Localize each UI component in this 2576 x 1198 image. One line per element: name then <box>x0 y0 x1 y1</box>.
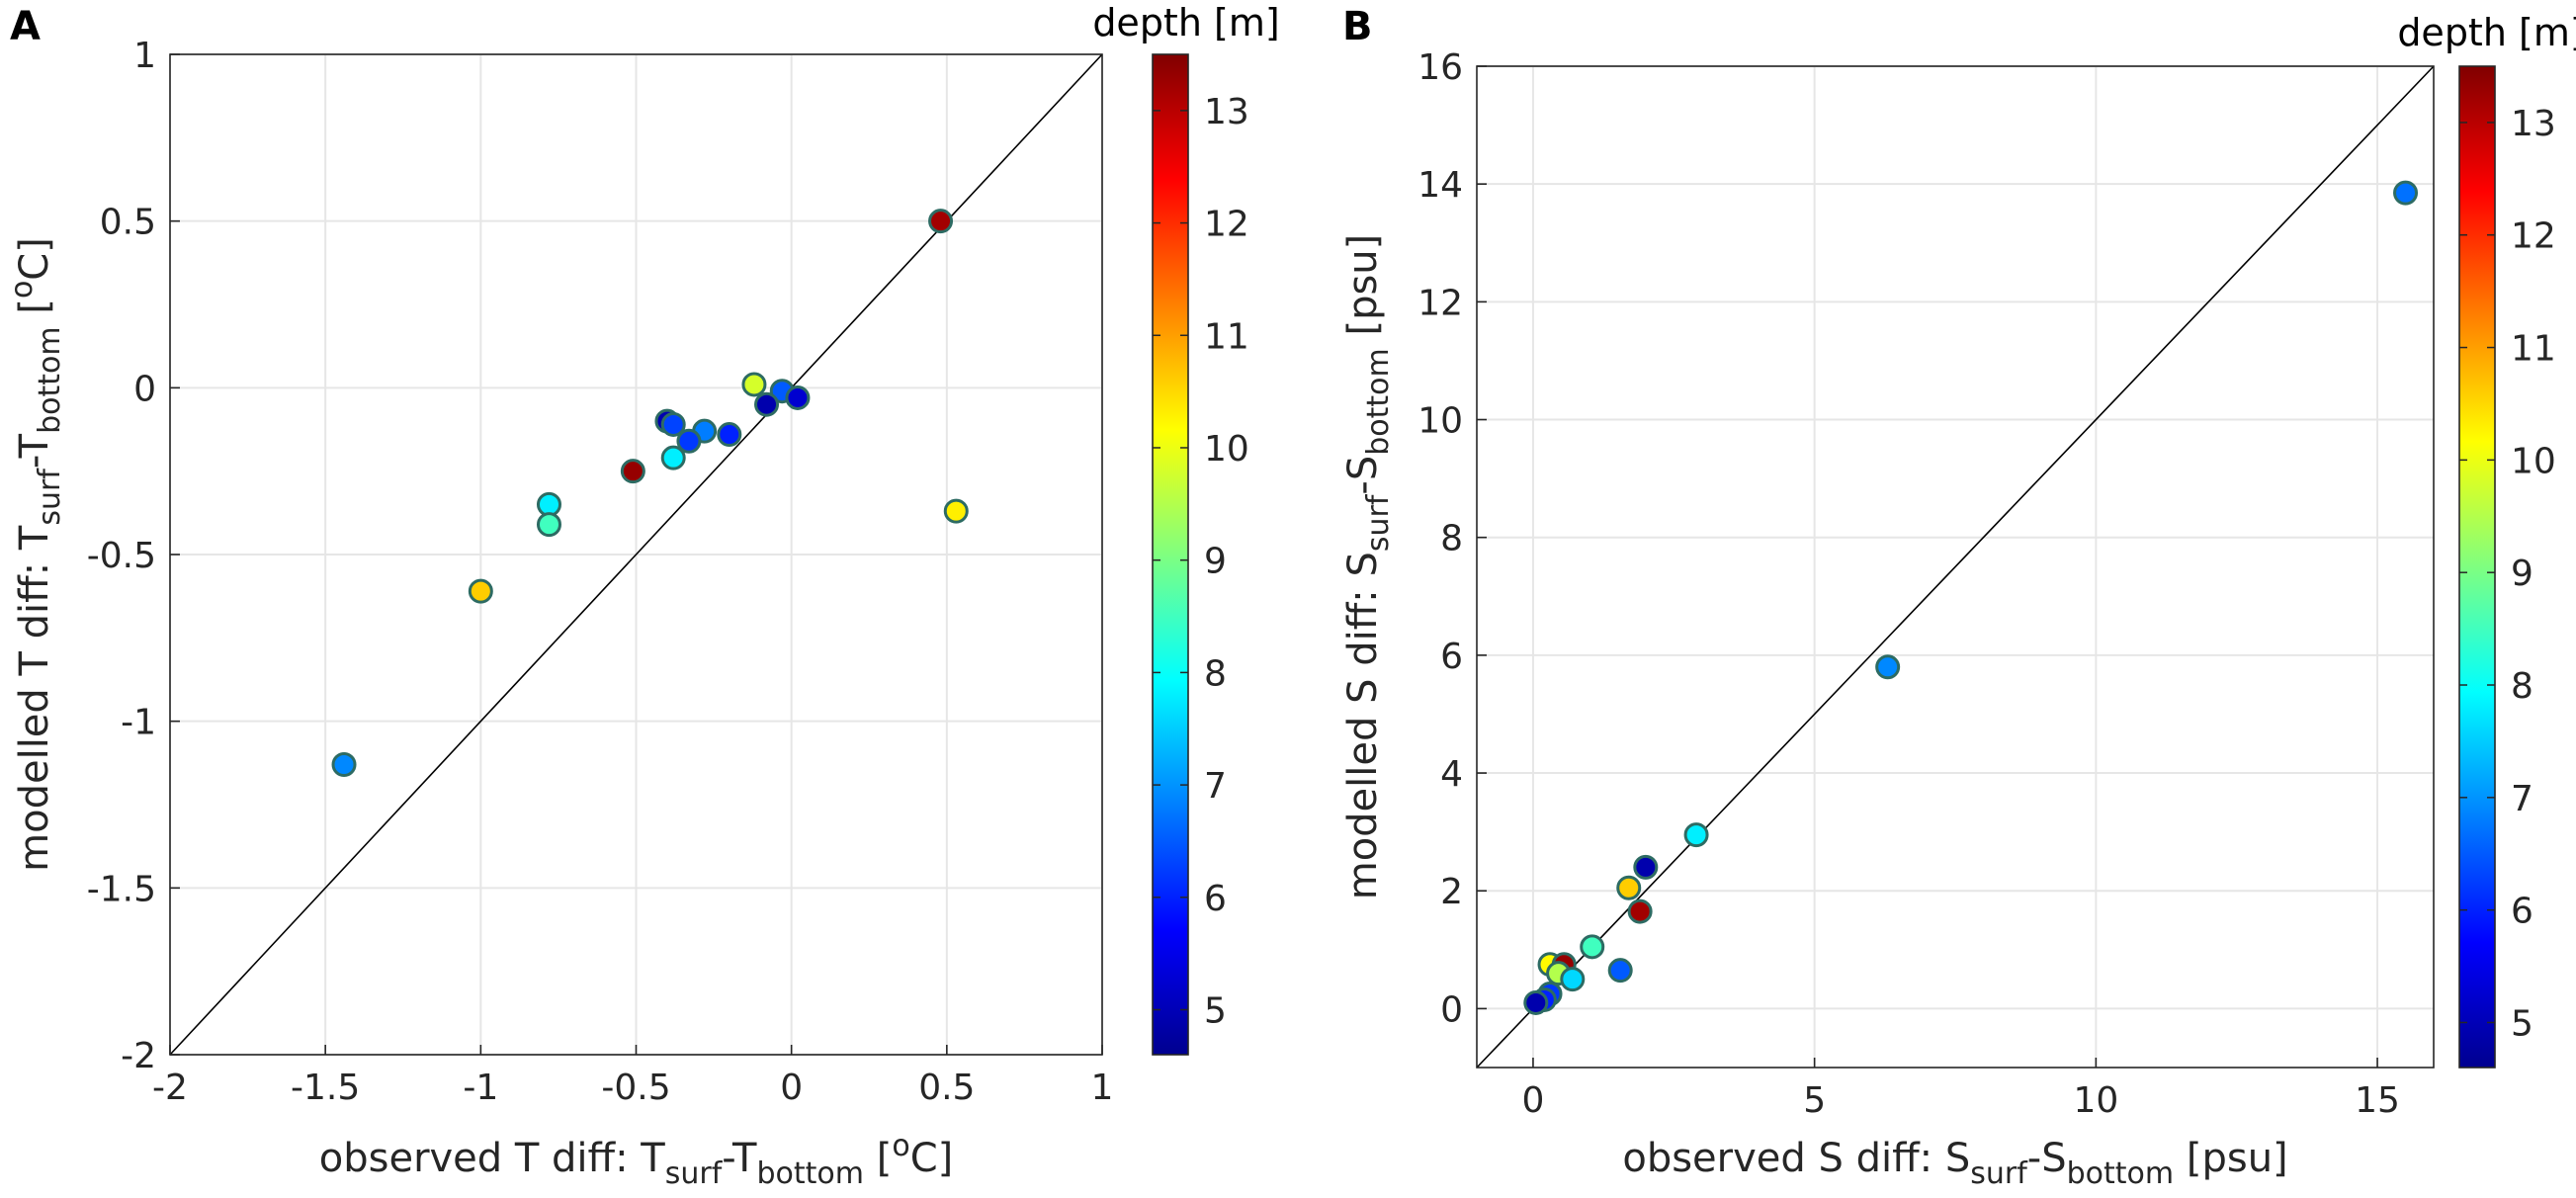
colorbar-tick-label: 11 <box>1204 316 1249 357</box>
y-axis-label: modelled S diff: Ssurf-Sbottom [psu] <box>1340 234 1396 900</box>
data-point <box>676 428 702 454</box>
y-tick-label: -0.5 <box>87 536 156 576</box>
data-point <box>1683 822 1709 848</box>
panel-b: B 0 5 10 15 0 2 4 6 8 10 12 14 16 observed S diff: Ssu… <box>1340 4 2576 1191</box>
y-tick-label: 4 <box>1440 754 1463 795</box>
x-tick-label: 0.5 <box>918 1068 975 1108</box>
y-tick-label: 16 <box>1417 47 1463 88</box>
y-tick-label: 0 <box>1440 989 1463 1030</box>
y-tick-label: -1.5 <box>87 869 156 909</box>
colorbar-tick-label: 6 <box>2511 892 2533 932</box>
x-tick-label: 0 <box>780 1068 803 1108</box>
colorbar-title: depth [m] <box>2397 11 2576 54</box>
data-point <box>2393 180 2419 206</box>
colorbar-title: depth [m] <box>1092 1 1279 44</box>
y-tick-label: 12 <box>1417 283 1463 323</box>
colorbar-tick-label: 9 <box>1204 542 1227 582</box>
data-point <box>1560 967 1586 992</box>
data-point <box>536 512 561 538</box>
data-point <box>928 209 954 234</box>
x-tick-label: 15 <box>2355 1080 2400 1121</box>
data-point <box>536 491 561 517</box>
y-tick-label: 2 <box>1440 872 1463 912</box>
data-point <box>331 752 357 778</box>
colorbar-tick-label: 12 <box>1204 205 1249 245</box>
colorbar-tick-label: 9 <box>2511 554 2533 594</box>
data-point <box>660 445 686 471</box>
data-point <box>468 578 493 604</box>
colorbar-tick-label: 11 <box>2511 329 2556 370</box>
panel-a: A -2 -1.5 -1 -0.5 0 0.5 1 -2 -1.5 -1 -0.5 0 0.5 1 obser… <box>5 1 1280 1191</box>
y-tick-label: 6 <box>1440 637 1463 677</box>
y-tick-label: 8 <box>1440 519 1463 559</box>
data-point <box>1580 934 1605 960</box>
data-point <box>1633 854 1659 880</box>
x-tick-label: 10 <box>2073 1080 2118 1121</box>
x-axis-label: observed S diff: Ssurf-Sbottom [psu] <box>1622 1136 2287 1191</box>
y-tick-label: -2 <box>121 1036 156 1076</box>
colorbar-tick-label: 6 <box>1204 879 1227 919</box>
y-tick-label: 10 <box>1417 401 1463 442</box>
colorbar-tick-label: 13 <box>1204 92 1249 132</box>
colorbar-tick-label: 5 <box>2511 1003 2533 1044</box>
colorbar-tick-label: 8 <box>2511 666 2533 707</box>
data-point <box>717 422 742 448</box>
x-tick-label: -2 <box>152 1068 188 1108</box>
x-tick-label: 0 <box>1521 1080 1544 1121</box>
data-point <box>741 372 767 397</box>
x-axis-label: observed T diff: Tsurf-Tbottom [oC] <box>319 1129 953 1191</box>
data-point <box>943 498 969 524</box>
panel-letter: B <box>1342 4 1373 49</box>
y-tick-label: -1 <box>121 703 156 743</box>
x-tick-label: -1 <box>463 1068 498 1108</box>
data-point <box>785 385 811 410</box>
data-point <box>1616 875 1642 900</box>
x-tick-label: 5 <box>1803 1080 1826 1121</box>
data-point <box>620 459 645 484</box>
data-point <box>754 391 780 417</box>
data-point <box>660 411 686 437</box>
colorbar <box>2458 65 2496 1069</box>
axes-frame <box>1476 65 2435 1069</box>
panel-letter: A <box>10 4 41 49</box>
colorbar-tick-label: 10 <box>2511 441 2556 481</box>
data-point <box>1523 989 1549 1015</box>
colorbar-tick-label: 7 <box>1204 766 1227 807</box>
y-tick-label: 14 <box>1417 165 1463 206</box>
colorbar-tick-label: 13 <box>2511 104 2556 144</box>
data-point <box>1875 654 1901 680</box>
x-tick-label: -1.5 <box>291 1068 360 1108</box>
y-axis-label: modelled T diff: Tsurf-Tbottom [oC] <box>5 237 67 872</box>
colorbar-tick-label: 8 <box>1204 653 1227 694</box>
data-point <box>1607 958 1633 984</box>
x-tick-label: -0.5 <box>601 1068 670 1108</box>
y-tick-label: 1 <box>133 36 156 76</box>
colorbar <box>1152 53 1189 1056</box>
colorbar-tick-label: 5 <box>1204 991 1227 1032</box>
x-tick-label: 1 <box>1091 1068 1114 1108</box>
y-tick-label: 0 <box>133 369 156 409</box>
data-point <box>1627 898 1653 924</box>
colorbar-tick-label: 7 <box>2511 779 2533 819</box>
colorbar-tick-label: 10 <box>1204 429 1249 470</box>
colorbar-tick-label: 12 <box>2511 216 2556 257</box>
y-tick-label: 0.5 <box>100 203 156 243</box>
